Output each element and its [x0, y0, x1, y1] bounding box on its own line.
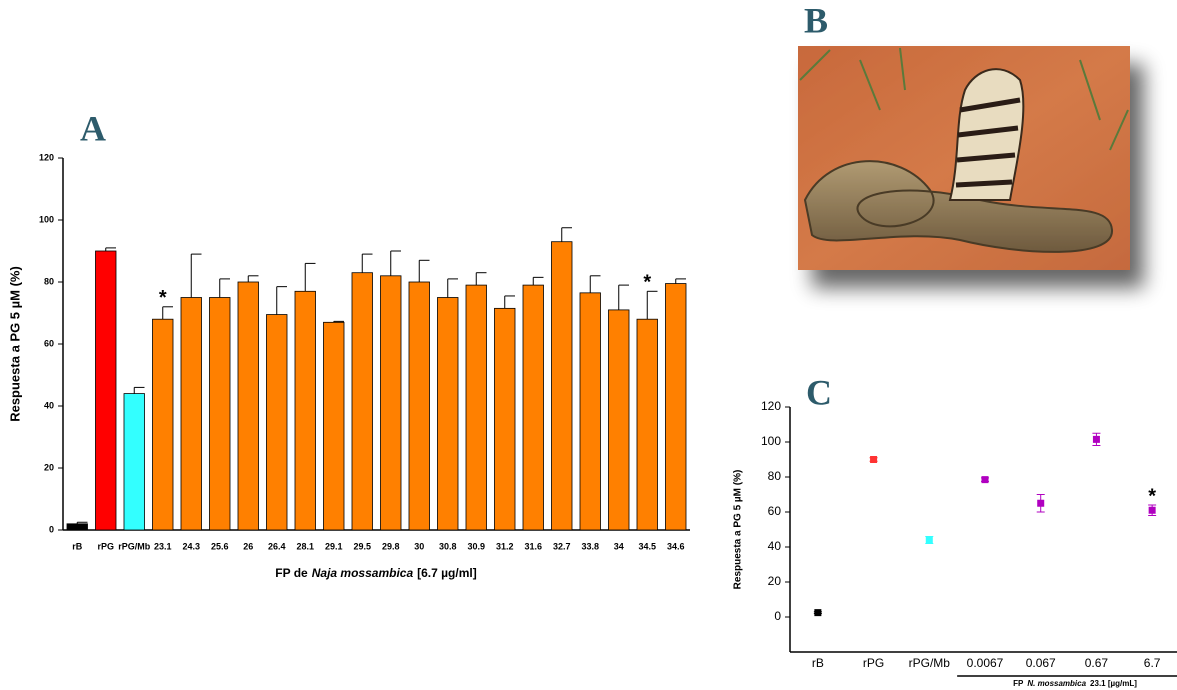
- bar: [237, 281, 259, 531]
- bar: [380, 275, 402, 531]
- point: [925, 536, 933, 544]
- bar: [152, 318, 174, 531]
- x-tick-label: 6.7: [1144, 656, 1161, 670]
- x-tick-label: 0.067: [1026, 656, 1056, 670]
- bar: [465, 284, 487, 531]
- bar: [579, 292, 601, 531]
- x-tick-label: 34.5: [638, 541, 656, 551]
- y-tick-label: 40: [768, 539, 782, 553]
- y-tick-label: 120: [761, 399, 781, 413]
- x-tick-label: 25.6: [211, 541, 229, 551]
- x-label-italic: N. mossambica: [1027, 679, 1086, 688]
- bar: [323, 321, 345, 531]
- bar: [209, 297, 231, 531]
- panel-label: A: [80, 108, 106, 148]
- panel-label: B: [804, 0, 828, 40]
- y-tick-label: 80: [768, 469, 782, 483]
- y-tick-label: 60: [768, 504, 782, 518]
- x-label-part: 23.1 [µg/mL]: [1090, 679, 1137, 688]
- bar: [636, 318, 658, 531]
- y-axis-label: Respuesta a PG 5 µM (%): [7, 266, 22, 422]
- bar: [494, 307, 516, 531]
- bar: [408, 281, 430, 531]
- y-tick-label: 20: [768, 574, 782, 588]
- x-tick-label: 34.6: [667, 541, 685, 551]
- point: [814, 609, 822, 617]
- x-tick-label: rPG/Mb: [118, 541, 151, 551]
- x-tick-label: 31.6: [524, 541, 542, 551]
- x-tick-label: 29.5: [353, 541, 371, 551]
- x-tick-label: rPG/Mb: [909, 656, 951, 670]
- y-tick-label: 0: [49, 524, 54, 534]
- x-tick-label: 32.7: [553, 541, 571, 551]
- significance-mark: *: [643, 272, 651, 294]
- bar: [351, 272, 373, 531]
- x-tick-label: 23.1: [154, 541, 172, 551]
- x-tick-label: 24.3: [182, 541, 200, 551]
- x-tick-label: 34: [614, 541, 624, 551]
- x-tick-label: 0.67: [1085, 656, 1109, 670]
- x-label-part: FP de: [275, 566, 308, 580]
- bar: [66, 523, 88, 531]
- point: [981, 476, 989, 484]
- y-axis-label: Respuesta a PG 5 µM (%): [733, 470, 744, 590]
- bar: [294, 290, 316, 531]
- point: [1037, 499, 1045, 507]
- x-tick-label: 30: [414, 541, 424, 551]
- y-tick-label: 100: [39, 214, 54, 224]
- y-tick-label: 60: [44, 338, 54, 348]
- x-tick-label: 0.0067: [967, 656, 1004, 670]
- x-tick-label: 30.8: [439, 541, 457, 551]
- bar: [437, 297, 459, 531]
- x-tick-label: 26.4: [268, 541, 286, 551]
- y-tick-label: 120: [39, 152, 54, 162]
- x-tick-label: rPG: [863, 656, 884, 670]
- bar: [123, 393, 145, 531]
- x-label-italic: Naja mossambica: [312, 566, 414, 580]
- x-tick-label: rB: [812, 656, 824, 670]
- x-tick-label: 31.2: [496, 541, 514, 551]
- x-tick-label: 29.8: [382, 541, 400, 551]
- x-label-part: [6.7 µg/ml]: [417, 566, 477, 580]
- significance-mark: *: [1148, 485, 1156, 507]
- bar: [266, 314, 288, 531]
- snake-photo: [798, 46, 1130, 270]
- x-tick-label: 29.1: [325, 541, 343, 551]
- x-tick-label: rPG: [97, 541, 114, 551]
- point: [1148, 506, 1156, 514]
- x-tick-label: 28.1: [296, 541, 314, 551]
- y-tick-label: 100: [761, 434, 781, 448]
- x-tick-label: rB: [72, 541, 83, 551]
- x-axis-label: FP de Naja mossambica [6.7 µg/ml]: [275, 566, 476, 580]
- x-tick-label: 26: [243, 541, 253, 551]
- bar: [180, 297, 202, 531]
- x-label-part: FP: [1013, 679, 1024, 688]
- point: [870, 456, 878, 463]
- significance-mark: *: [159, 287, 167, 309]
- y-tick-label: 20: [44, 462, 54, 472]
- x-tick-label: 33.8: [581, 541, 599, 551]
- panel-label: C: [806, 372, 832, 412]
- x-axis-label: FP N. mossambica 23.1 [µg/mL]: [1013, 679, 1137, 688]
- bar: [95, 250, 117, 531]
- y-tick-label: 80: [44, 276, 54, 286]
- bar: [608, 309, 630, 531]
- bar: [665, 283, 687, 531]
- y-tick-label: 0: [774, 609, 781, 623]
- x-tick-label: 30.9: [467, 541, 485, 551]
- bar: [551, 241, 573, 531]
- y-tick-label: 40: [44, 400, 54, 410]
- point: [1092, 435, 1100, 443]
- bar: [522, 284, 544, 531]
